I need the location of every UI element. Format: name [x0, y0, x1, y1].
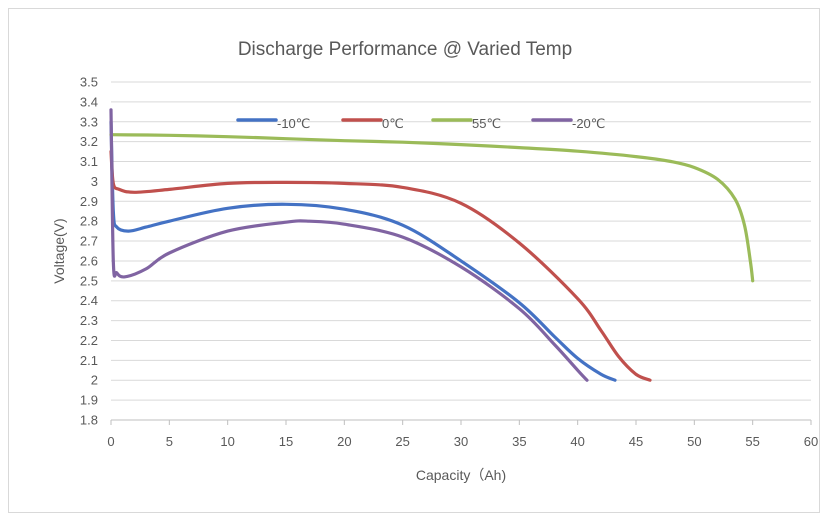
series-line-minus20c [109, 108, 589, 382]
axes [110, 419, 812, 425]
x-tick-label: 45 [629, 434, 643, 449]
x-tick-label: 30 [454, 434, 468, 449]
legend-label: 55℃ [472, 116, 501, 131]
series-line-zero-c [109, 150, 652, 382]
y-tick-label: 2.1 [80, 353, 98, 368]
legend-label: -10℃ [277, 116, 310, 131]
chart-title: Discharge Performance @ Varied Temp [238, 39, 572, 60]
y-tick-label: 3 [91, 174, 98, 189]
y-tick-label: 3.1 [80, 154, 98, 169]
x-tick-label: 40 [570, 434, 584, 449]
legend: -10℃ 0℃ 55℃ -20℃ [236, 116, 605, 131]
gridlines [111, 81, 811, 401]
x-tick-label: 50 [687, 434, 701, 449]
y-tick-label: 2.4 [80, 293, 98, 308]
y-tick-label: 3.4 [80, 94, 98, 109]
x-tick-label: 25 [395, 434, 409, 449]
y-tick-label: 2.6 [80, 253, 98, 268]
y-tick-label: 2.3 [80, 313, 98, 328]
y-tick-label: 3.5 [80, 75, 98, 90]
series-line-minus10c [109, 120, 617, 382]
y-axis-title: Voltage(V) [51, 218, 67, 283]
tick-labels: 1.8 1.9 2 2.1 2.2 2.3 2.4 2.5 2.6 2.7 2.8 2.9 3 3.1 3.… [80, 75, 818, 450]
y-tick-label: 2.8 [80, 214, 98, 229]
x-tick-label: 60 [804, 434, 818, 449]
x-tick-label: 35 [512, 434, 526, 449]
x-tick-label: 55 [745, 434, 759, 449]
y-tick-label: 2.5 [80, 273, 98, 288]
y-tick-label: 3.3 [80, 114, 98, 129]
plot-area: 1.8 1.9 2 2.1 2.2 2.3 2.4 2.5 2.6 2.7 2.8 2.9 3 3.1 3.… [80, 75, 818, 450]
y-tick-label: 1.8 [80, 413, 98, 428]
x-tick-label: 20 [337, 434, 351, 449]
legend-label: -20℃ [572, 116, 605, 131]
x-tick-label: 15 [279, 434, 293, 449]
y-tick-label: 2.7 [80, 234, 98, 249]
y-tick-label: 2.9 [80, 194, 98, 209]
x-tick-label: 5 [166, 434, 173, 449]
y-tick-label: 1.9 [80, 393, 98, 408]
x-axis-title: Capacity（Ah) [416, 467, 506, 483]
x-tick-label: 10 [220, 434, 234, 449]
y-tick-label: 2 [91, 373, 98, 388]
legend-label: 0℃ [382, 116, 404, 131]
series-lines [109, 108, 755, 382]
y-tick-label: 2.2 [80, 333, 98, 348]
y-tick-label: 3.2 [80, 134, 98, 149]
series-line-55c [109, 133, 755, 283]
x-tick-label: 0 [107, 434, 114, 449]
